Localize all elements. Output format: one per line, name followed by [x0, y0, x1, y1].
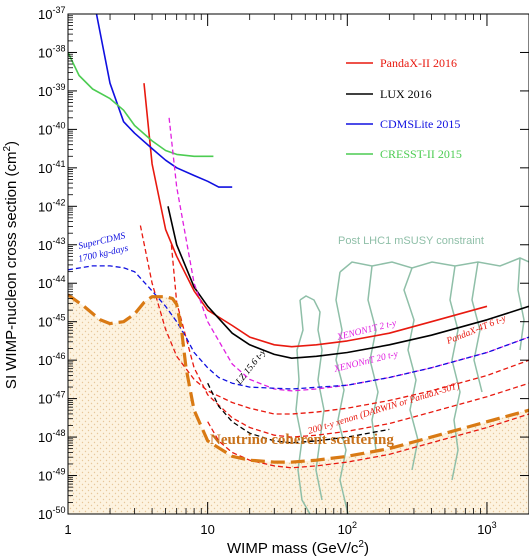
annotation-msusy: Post LHC1 mSUSY constraint	[338, 235, 484, 247]
legend-label-lux: LUX 2016	[380, 87, 432, 101]
legend-label-cdmslite: CDMSLite 2015	[380, 117, 460, 131]
y-tick-label: 10-43	[38, 236, 65, 253]
series-supercdms-1700-kg-days	[68, 265, 529, 390]
series-lux-2016	[167, 206, 529, 359]
y-tick-label: 10-39	[38, 82, 65, 99]
x-tick-label: 102	[338, 520, 357, 537]
msusy-contours	[295, 257, 529, 514]
annotation-darwin: 200 t-y xenon (DARWIN or PandaX-30T)	[307, 380, 461, 437]
y-tick-label: 10-46	[38, 351, 65, 368]
legend-label-cresst: CRESST-II 2015	[380, 147, 462, 161]
series-lz-15-6-t-y	[207, 382, 390, 444]
series-xenon1t-2-t-y	[168, 117, 529, 392]
x-tick-label: 10	[200, 522, 214, 537]
msusy-contour-2	[335, 257, 529, 514]
y-tick-label: 10-49	[38, 467, 65, 484]
y-tick-label: 10-47	[38, 390, 65, 407]
series-200-t-y-xenon-darwin-or-pandax-30t	[207, 413, 529, 469]
msusy-contour-1	[295, 295, 325, 514]
annotation-xenon1t: XENON1T 2 t-y	[335, 318, 398, 343]
y-tick-label: 10-38	[38, 43, 65, 60]
annotation-neutrino: Neutrino coherent scattering	[210, 432, 394, 448]
annotation-lz: LZ 15.6 t-y	[234, 347, 269, 388]
series-pandax-4t-6-t-y	[139, 225, 529, 415]
legend-label-pandax-ii: PandaX-II 2016	[380, 56, 457, 70]
series-cresst-ii-2015	[68, 52, 214, 158]
y-tick-label: 10-42	[38, 197, 65, 214]
x-tick-label: 103	[477, 520, 496, 537]
x-axis-label: WIMP mass (GeV/c2)	[227, 539, 369, 557]
series-neutrino-coherent-scattering	[68, 293, 529, 464]
y-tick-label: 10-41	[38, 159, 65, 176]
y-axis-label: SI WIMP-nucleon cross section (cm2)	[2, 141, 20, 389]
series-group	[68, 14, 529, 469]
y-tick-label: 10-45	[38, 313, 65, 330]
y-tick-label: 10-37	[38, 5, 65, 22]
plot-frame	[67, 13, 529, 515]
x-tick-label: 1	[64, 522, 71, 537]
series-xenonnt-20-t-y	[170, 244, 529, 438]
y-tick-label: 10-48	[38, 428, 65, 445]
series-pandax-ii-2016	[143, 83, 488, 348]
y-tick-label: 10-40	[38, 120, 65, 137]
y-tick-label: 10-50	[38, 505, 65, 522]
legend: PandaX-II 2016 LUX 2016 CDMSLite 2015 CR…	[346, 56, 462, 161]
series-cdmslite-2015	[95, 14, 233, 188]
y-tick-label: 10-44	[38, 274, 65, 291]
